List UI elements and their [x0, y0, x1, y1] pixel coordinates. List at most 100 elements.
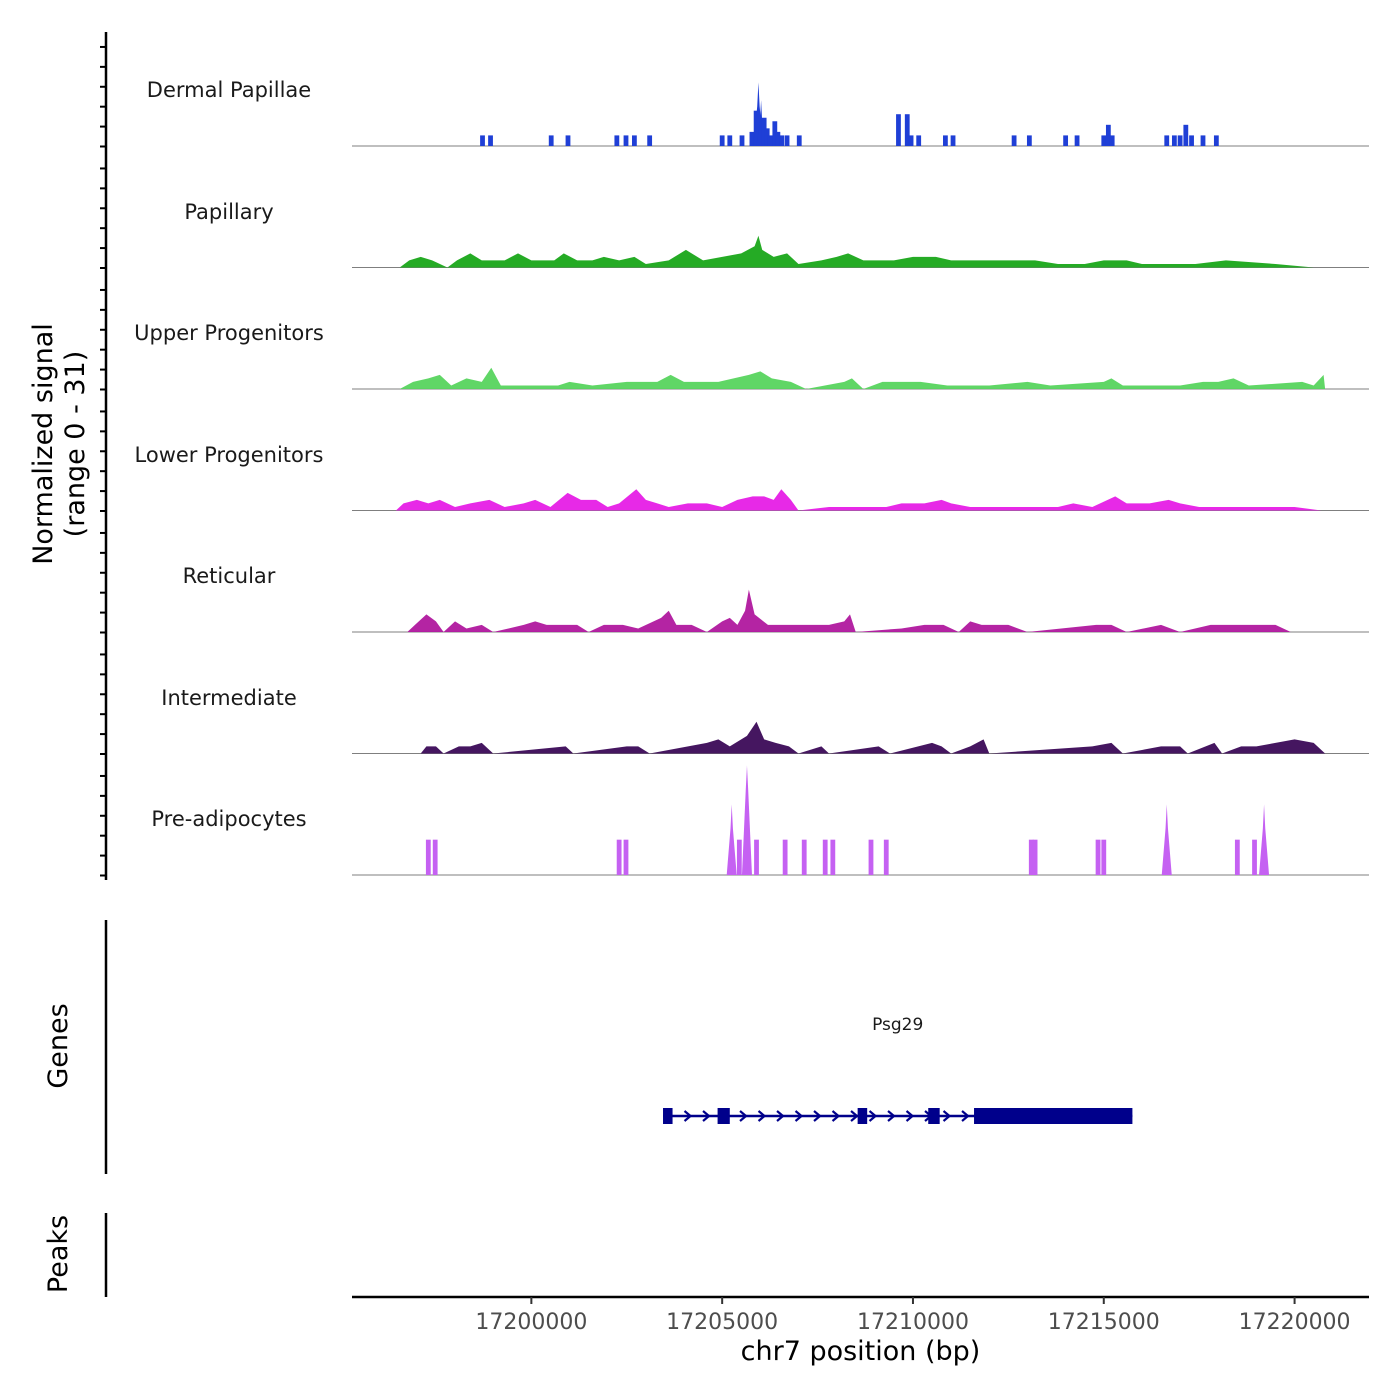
- signal-bar: [896, 114, 901, 146]
- gene-exon: [717, 1108, 730, 1124]
- signal-bar: [772, 121, 778, 146]
- gene-psg29: Psg29: [663, 1015, 1133, 1124]
- signal-bar: [1183, 124, 1189, 146]
- signal-bar: [614, 135, 620, 146]
- signal-bar: [749, 131, 755, 146]
- signal-bar: [1213, 135, 1219, 146]
- x-tick-label: 17200000: [475, 1310, 587, 1335]
- signal-bar: [727, 135, 733, 146]
- signal-peak: [741, 765, 752, 875]
- signal-bar: [916, 135, 922, 146]
- strand-arrow: [776, 1110, 785, 1122]
- signal-bar: [1074, 135, 1080, 146]
- x-axis: 17200000 17205000 17210000 17215000 17220000: [352, 1295, 1369, 1335]
- signal-bar: [1200, 135, 1206, 146]
- signal-bar: [1234, 839, 1240, 875]
- signal-bar: [830, 839, 836, 875]
- signal-area: [395, 489, 1322, 511]
- gene-exon: [663, 1108, 673, 1124]
- strand-arrow: [850, 1110, 859, 1122]
- track-label-pre-adipocytes: Pre-adipocytes: [151, 807, 307, 831]
- track-label-intermediate: Intermediate: [161, 686, 297, 710]
- signal-bar: [425, 839, 431, 875]
- signal-bar: [801, 839, 807, 875]
- track-label-lower-progenitors: Lower Progenitors: [134, 443, 324, 467]
- signal-bar: [1189, 135, 1194, 146]
- signal-bar: [1105, 124, 1111, 146]
- signal-bar: [908, 135, 914, 146]
- signal-area: [420, 721, 1326, 754]
- signal-peak: [726, 804, 737, 875]
- signal-bar: [1252, 839, 1257, 875]
- track-dermal-papillae: [352, 82, 1369, 147]
- x-tick-label: 17215000: [1048, 1310, 1160, 1335]
- signal-bar: [623, 839, 629, 875]
- track-reticular: [352, 589, 1369, 633]
- strand-arrow: [813, 1110, 822, 1122]
- signal-bar: [623, 135, 629, 146]
- gene-exon: [974, 1108, 1133, 1124]
- track-label-dermal-papillae: Dermal Papillae: [146, 78, 312, 102]
- signal-peak: [1161, 804, 1172, 875]
- signal-bar: [1011, 135, 1017, 146]
- signal-peak: [1259, 804, 1270, 875]
- signal-y-axis: [100, 32, 108, 880]
- signal-bar: [761, 117, 767, 146]
- signal-bar: [631, 135, 637, 146]
- signal-bar: [754, 839, 759, 875]
- gene-exon: [857, 1108, 868, 1124]
- signal-bar: [565, 135, 571, 146]
- signal-bar: [779, 135, 785, 146]
- gene-label: Psg29: [872, 1015, 923, 1035]
- signal-bar: [647, 135, 653, 146]
- signal-bar: [548, 135, 554, 146]
- strand-arrow: [739, 1110, 748, 1122]
- signal-bar: [616, 839, 622, 875]
- track-papillary: [352, 235, 1369, 268]
- coverage-tracks: [352, 82, 1369, 876]
- signal-bar: [1095, 839, 1101, 875]
- signal-area: [407, 589, 1291, 632]
- strand-arrow: [961, 1110, 970, 1122]
- signal-bar: [775, 131, 781, 146]
- signal-area: [399, 235, 1314, 268]
- strand-arrow: [905, 1110, 915, 1122]
- strand-arrow: [942, 1110, 952, 1122]
- signal-bar: [784, 135, 790, 146]
- track-upper-progenitors: [352, 367, 1369, 390]
- strand-arrow: [702, 1110, 711, 1122]
- signal-bar: [1032, 839, 1038, 875]
- x-axis-title: chr7 position (bp): [740, 1336, 981, 1367]
- x-tick-label: 17210000: [857, 1310, 969, 1335]
- signal-bar: [1164, 135, 1170, 146]
- strand-arrow: [683, 1110, 693, 1122]
- track-pre-adipocytes: [352, 765, 1369, 876]
- signal-bar: [1026, 135, 1032, 146]
- gene-exon: [928, 1108, 940, 1124]
- signal-bar: [782, 839, 788, 875]
- track-intermediate: [352, 721, 1369, 754]
- signal-bar: [883, 839, 889, 875]
- signal-area: [399, 367, 1326, 389]
- strand-arrow: [887, 1110, 896, 1122]
- signal-bar: [1028, 839, 1034, 875]
- x-tick-label: 17205000: [666, 1310, 778, 1335]
- signal-bar: [736, 839, 742, 875]
- signal-bar: [764, 128, 770, 146]
- signal-bar: [1063, 135, 1069, 146]
- signal-bar: [432, 839, 438, 875]
- track-label-reticular: Reticular: [182, 564, 276, 588]
- signal-bar: [868, 839, 874, 875]
- signal-bar: [1101, 839, 1107, 875]
- signal-bar: [767, 135, 773, 146]
- signal-bar: [480, 135, 485, 146]
- signal-bar: [488, 135, 493, 146]
- strand-arrow: [831, 1110, 841, 1122]
- signal-bar: [1101, 135, 1107, 146]
- signal-bar: [904, 114, 910, 146]
- signal-bar: [1177, 135, 1183, 146]
- strand-arrow: [757, 1110, 767, 1122]
- track-label-upper-progenitors: Upper Progenitors: [134, 321, 324, 345]
- signal-bar: [943, 135, 948, 146]
